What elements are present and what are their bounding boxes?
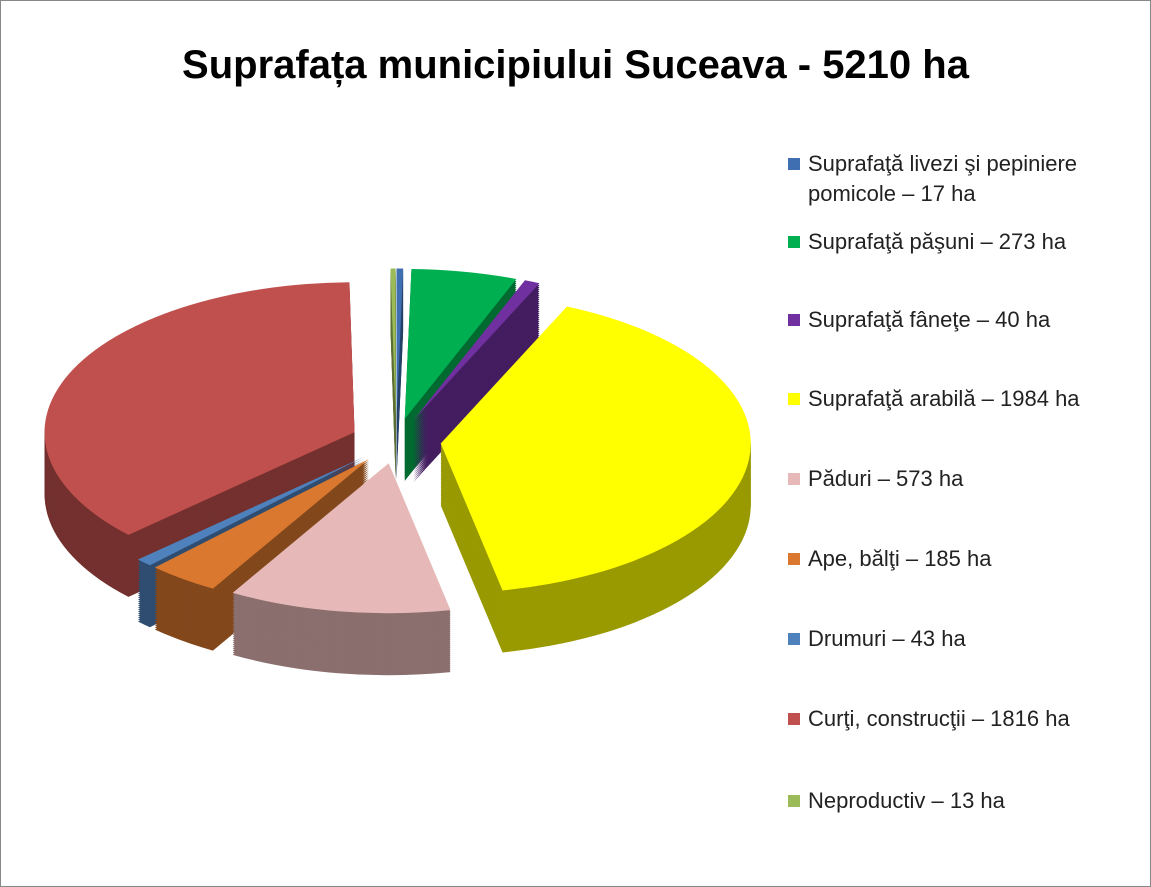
legend-label: Păduri – 573 ha: [808, 466, 964, 491]
chart-title: Suprafața municipiului Suceava - 5210 ha: [182, 43, 969, 87]
legend-label: Drumuri – 43 ha: [808, 626, 966, 651]
slice: [396, 268, 404, 419]
legend-item: Suprafaţă arabilă – 1984 ha: [786, 384, 1141, 414]
legend-swatch: [788, 314, 800, 326]
legend-swatch: [788, 236, 800, 248]
pie-area: [44, 268, 751, 676]
legend-label: Suprafaţă livezi şi pepiniere pomicole –…: [808, 151, 1078, 206]
legend-item: Drumuri – 43 ha: [786, 624, 1141, 654]
slice: [390, 268, 396, 419]
legend-item: Suprafaţă păşuni – 273 ha: [786, 227, 1141, 257]
slice: [404, 268, 517, 419]
slice: [154, 458, 369, 589]
legend-label: Suprafaţă arabilă – 1984 ha: [808, 386, 1080, 411]
legend-label: Neproductiv – 13 ha: [808, 788, 1005, 813]
legend-swatch: [788, 473, 800, 485]
slice: [232, 463, 451, 614]
legend-item: Curţi, construcţii – 1816 ha: [786, 704, 1141, 734]
legend-label: Curţi, construcţii – 1816 ha: [808, 706, 1070, 731]
legend-item: Suprafaţă livezi şi pepiniere pomicole –…: [786, 149, 1141, 209]
legend-swatch: [788, 553, 800, 565]
legend-item: Păduri – 573 ha: [786, 464, 1141, 494]
legend-label: Suprafaţă fâneţe – 40 ha: [808, 307, 1051, 332]
legend-swatch: [788, 713, 800, 725]
slice: [137, 456, 365, 566]
slice: [440, 306, 751, 591]
slice: [413, 280, 540, 421]
legend-swatch: [788, 795, 800, 807]
slice: [44, 282, 355, 535]
legend-swatch: [788, 393, 800, 405]
legend-item: Suprafaţă fâneţe – 40 ha: [786, 305, 1141, 335]
legend-swatch: [788, 158, 800, 170]
legend-item: Ape, bălţi – 185 ha: [786, 544, 1141, 574]
legend-label: Ape, bălţi – 185 ha: [808, 546, 992, 571]
legend-label: Suprafaţă păşuni – 273 ha: [808, 229, 1067, 254]
legend-item: Neproductiv – 13 ha: [786, 786, 1141, 816]
legend-swatch: [788, 633, 800, 645]
